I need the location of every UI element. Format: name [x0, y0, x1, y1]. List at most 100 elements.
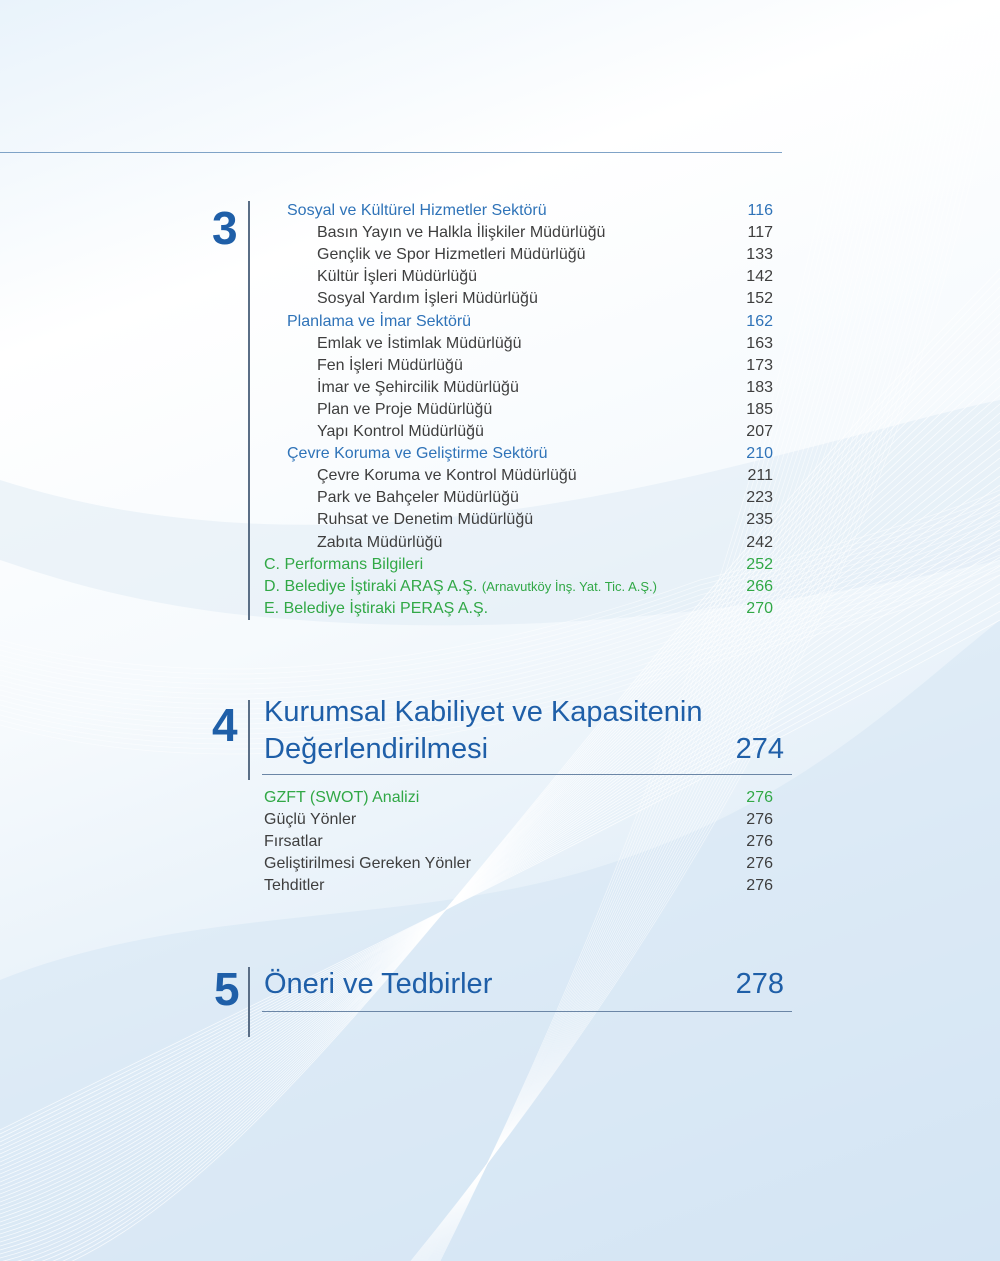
toc-entry[interactable]: Geliştirilmesi Gereken Yönler 276 [264, 853, 773, 875]
toc-entry-text: İmar ve Şehircilik Müdürlüğü [317, 378, 519, 396]
wave-line [416, 29, 976, 1261]
toc-entry-label: Tehditler [264, 875, 324, 897]
toc-entry-text: Fen İşleri Müdürlüğü [317, 356, 463, 374]
toc-entry-page: 152 [746, 290, 773, 308]
toc-entry-text: D. Belediye İştiraki ARAŞ A.Ş. [264, 577, 478, 595]
toc-entry-text: Fırsatlar [264, 833, 323, 850]
toc-entry[interactable]: Gençlik ve Spor Hizmetleri Müdürlüğü 133 [317, 244, 773, 266]
wave-line [0, 502, 1000, 1183]
wave-line [415, 29, 981, 1261]
toc-entry-page: 276 [746, 789, 773, 806]
toc-entry-label: Sosyal ve Kültürel Hizmetler Sektörü [287, 200, 547, 222]
wave-line [0, 554, 1000, 735]
toc-entry[interactable]: D. Belediye İştiraki ARAŞ A.Ş. (Arnavutk… [264, 576, 773, 598]
toc-entry-label: Planlama ve İmar Sektörü [287, 311, 471, 333]
toc-entry[interactable]: Basın Yayın ve Halkla İlişkiler Müdürlüğ… [317, 222, 773, 244]
wave-line [0, 574, 1000, 755]
toc-entry[interactable]: İmar ve Şehircilik Müdürlüğü 183 [317, 377, 773, 399]
wave-line [0, 544, 1000, 725]
toc-entry[interactable]: Çevre Koruma ve Kontrol Müdürlüğü 211 [317, 465, 773, 487]
toc-entry-label: GZFT (SWOT) Analizi [264, 787, 419, 809]
wave-line [435, 29, 881, 1261]
toc-entry[interactable]: Yapı Kontrol Müdürlüğü 207 [317, 421, 773, 443]
toc-entry[interactable]: Planlama ve İmar Sektörü 162 [287, 311, 773, 333]
toc-entry[interactable]: Güçlü Yönler 276 [264, 809, 773, 831]
wave-line [414, 29, 986, 1261]
wave-line [0, 565, 1000, 1155]
wave-line [423, 29, 941, 1261]
wave-line [0, 610, 1000, 1135]
toc-entry[interactable]: Sosyal ve Kültürel Hizmetler Sektörü 116 [287, 200, 773, 222]
section-5-vertical-line [248, 967, 250, 1037]
section-5-number: 5 [214, 963, 240, 1015]
toc-entry-text: Kültür İşleri Müdürlüğü [317, 268, 478, 286]
toc-entry[interactable]: Emlak ve İstimlak Müdürlüğü 163 [317, 333, 773, 355]
wave-line [0, 504, 1000, 685]
wave-line [0, 524, 1000, 705]
toc-entry[interactable]: Fırsatlar 276 [264, 831, 773, 853]
wave-line [0, 547, 1000, 1163]
wave-line [436, 29, 876, 1261]
section-4-vertical-line [248, 700, 250, 780]
toc-entry-page: 223 [746, 489, 773, 507]
wave-line [418, 29, 966, 1261]
toc-entry-note: (Arnavutköy İnş. Yat. Tic. A.Ş.) [481, 578, 657, 594]
wave-line [431, 29, 901, 1261]
toc-entry-label: İmar ve Şehircilik Müdürlüğü [317, 377, 519, 399]
section-3-number: 3 [212, 202, 238, 254]
wave-line [0, 509, 1000, 690]
toc-entry[interactable]: Plan ve Proje Müdürlüğü 185 [317, 399, 773, 421]
wave-line [432, 29, 896, 1261]
toc-entry[interactable]: Ruhsat ve Denetim Müdürlüğü 235 [317, 509, 773, 531]
toc-entry[interactable]: GZFT (SWOT) Analizi 276 [264, 787, 773, 809]
toc-entry-label: Plan ve Proje Müdürlüğü [317, 399, 492, 421]
toc-entry-label: Çevre Koruma ve Kontrol Müdürlüğü [317, 465, 577, 487]
wave-line [0, 569, 1000, 750]
toc-entry[interactable]: Zabıta Müdürlüğü 242 [317, 532, 773, 554]
toc-entry-label: Fen İşleri Müdürlüğü [317, 355, 463, 377]
toc-entry-label: E. Belediye İştiraki PERAŞ A.Ş. [264, 598, 488, 620]
toc-entry-text: Park ve Bahçeler Müdürlüğü [317, 489, 519, 507]
toc-entry-text: Planlama ve İmar Sektörü [287, 312, 472, 330]
toc-entry-text: Çevre Koruma ve Kontrol Müdürlüğü [317, 467, 577, 485]
toc-entry[interactable]: Sosyal Yardım İşleri Müdürlüğü 152 [317, 288, 773, 310]
toc-entry[interactable]: C. Performans Bilgileri 252 [264, 554, 773, 576]
toc-entry-page: 163 [746, 334, 773, 352]
toc-entry-page: 185 [746, 400, 773, 418]
toc-entry[interactable]: Tehditler 276 [264, 875, 773, 897]
toc-entry-page: 116 [747, 202, 773, 219]
wave-line [429, 29, 911, 1261]
toc-entry-text: Gençlik ve Spor Hizmetleri Müdürlüğü [317, 246, 586, 264]
toc-entry-page: 183 [746, 378, 773, 396]
toc-entry[interactable]: Çevre Koruma ve Geliştirme Sektörü 210 [287, 443, 773, 465]
section-4-number: 4 [212, 699, 238, 751]
toc-entry-label: Zabıta Müdürlüğü [317, 532, 442, 554]
toc-entry-label: Çevre Koruma ve Geliştirme Sektörü [287, 443, 548, 465]
toc-entry-label: Fırsatlar [264, 831, 323, 853]
wave-line [0, 556, 1000, 1159]
toc-entry-text: E. Belediye İştiraki PERAŞ A.Ş. [264, 599, 489, 617]
wave-band [0, 620, 1000, 1261]
toc-entry-label: Basın Yayın ve Halkla İlişkiler Müdürlüğ… [317, 222, 605, 244]
wave-line [433, 29, 891, 1261]
wave-line [410, 50, 1000, 1261]
section-4-page: 274 [735, 733, 784, 765]
toc-entry[interactable]: Fen İşleri Müdürlüğü 173 [317, 355, 773, 377]
wave-line [0, 534, 1000, 715]
toc-entry-label: C. Performans Bilgileri [264, 554, 423, 576]
toc-entry[interactable]: Kültür İşleri Müdürlüğü 142 [317, 266, 773, 288]
toc-entry-label: Gençlik ve Spor Hizmetleri Müdürlüğü [317, 244, 586, 266]
toc-entry-page: 276 [746, 877, 773, 894]
wave-line [419, 29, 961, 1261]
toc-entry-page: 276 [746, 811, 773, 828]
toc-entry-text: Zabıta Müdürlüğü [317, 533, 443, 551]
wave-line [71, 268, 1000, 1261]
wave-line [427, 29, 921, 1261]
toc-entry[interactable]: Park ve Bahçeler Müdürlüğü 223 [317, 487, 773, 509]
wave-line [434, 29, 886, 1261]
wave-line [0, 564, 1000, 745]
wave-line [426, 29, 926, 1261]
wave-line [0, 619, 1000, 1131]
toc-entry-text: Plan ve Proje Müdürlüğü [317, 400, 493, 418]
toc-entry[interactable]: E. Belediye İştiraki PERAŞ A.Ş. 270 [264, 598, 773, 620]
